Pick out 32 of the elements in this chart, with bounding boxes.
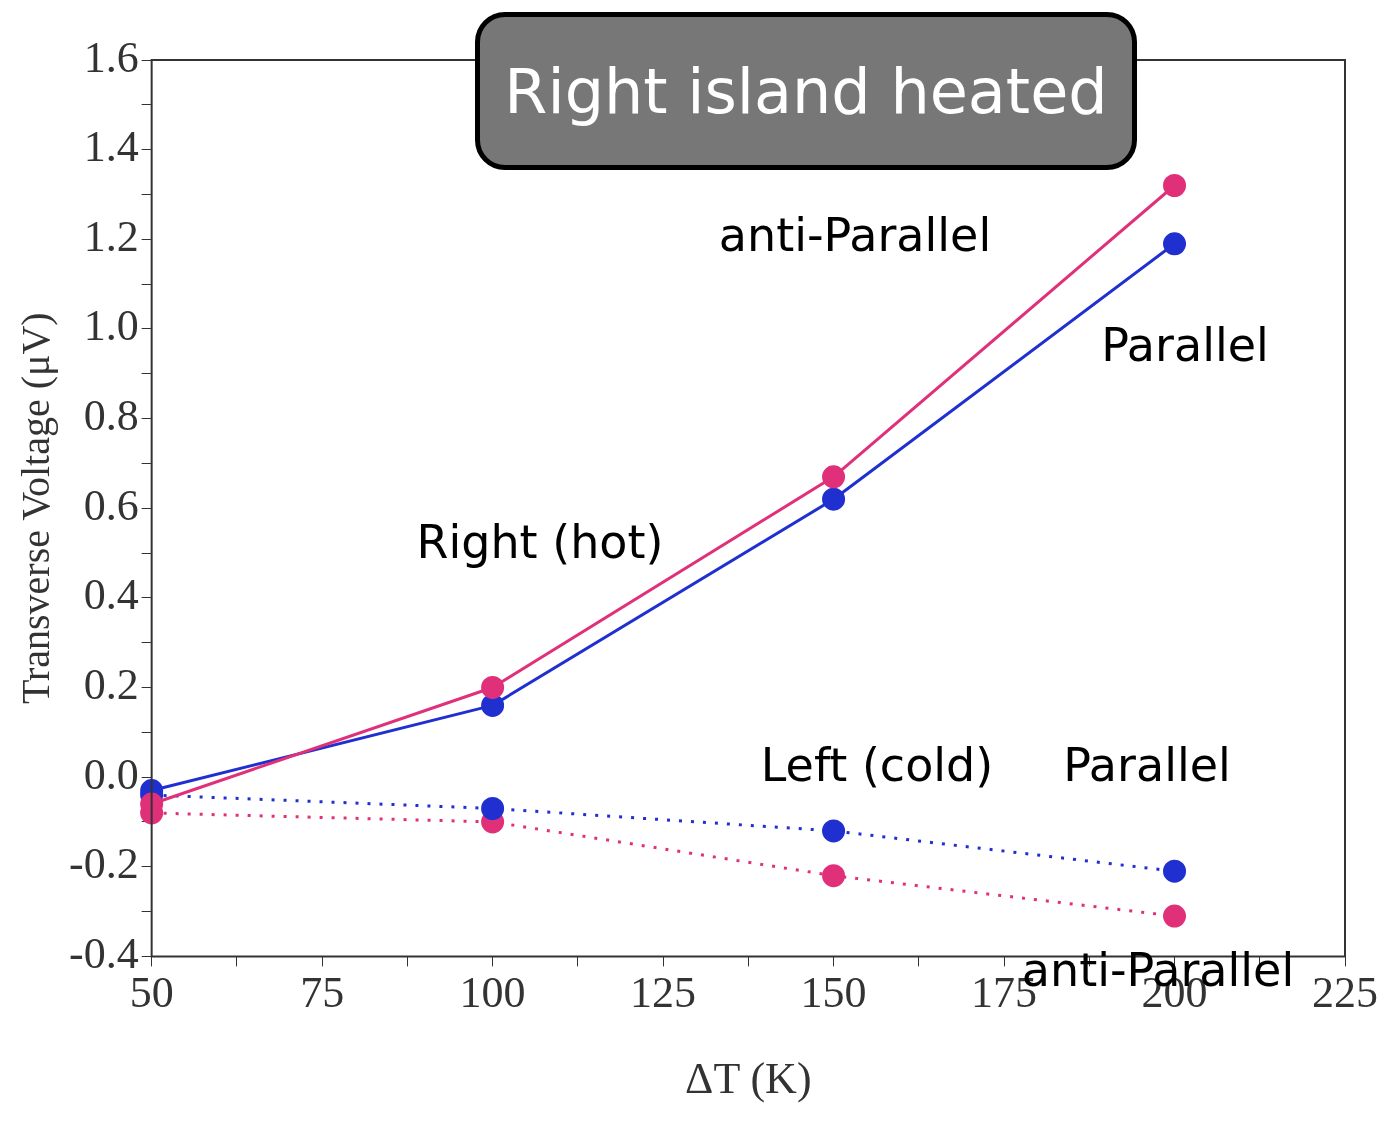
x-tick-label: 125 [630,968,697,1018]
y-tick-label: 0.4 [83,570,139,620]
y-tick-label: 0.2 [83,660,139,710]
point [822,487,846,511]
y-tick-label: 0.8 [83,391,139,441]
point [1163,232,1187,256]
point [822,864,846,888]
annotation: Right (hot) [416,515,664,569]
point [822,819,846,843]
point [1163,174,1187,197]
y-tick-label: 1.0 [83,301,139,351]
point [1163,859,1187,883]
point [481,796,505,820]
y-tick-label: 0.0 [83,749,139,799]
y-tick-label: -0.2 [69,839,139,889]
x-tick-label: 225 [1312,968,1378,1018]
annotation: Parallel [1063,738,1231,792]
x-tick-label: 100 [459,968,526,1018]
y-tick-label: 1.6 [83,32,139,82]
annotation: Left (cold) [760,738,994,792]
point [822,465,846,489]
annotation: Parallel [1101,318,1269,372]
x-tick-label: 75 [300,968,345,1018]
y-tick-label: 0.6 [83,480,139,530]
annotation: anti-Parallel [718,208,992,262]
point [1163,904,1187,928]
y-tick-label: 1.2 [83,211,139,261]
point [481,675,505,699]
y-axis-title: Transverse Voltage (μV) [12,312,58,705]
y-tick-label: 1.4 [83,122,139,172]
x-tick-label: 150 [800,968,867,1018]
x-axis-title: ΔT (K) [685,1054,812,1104]
